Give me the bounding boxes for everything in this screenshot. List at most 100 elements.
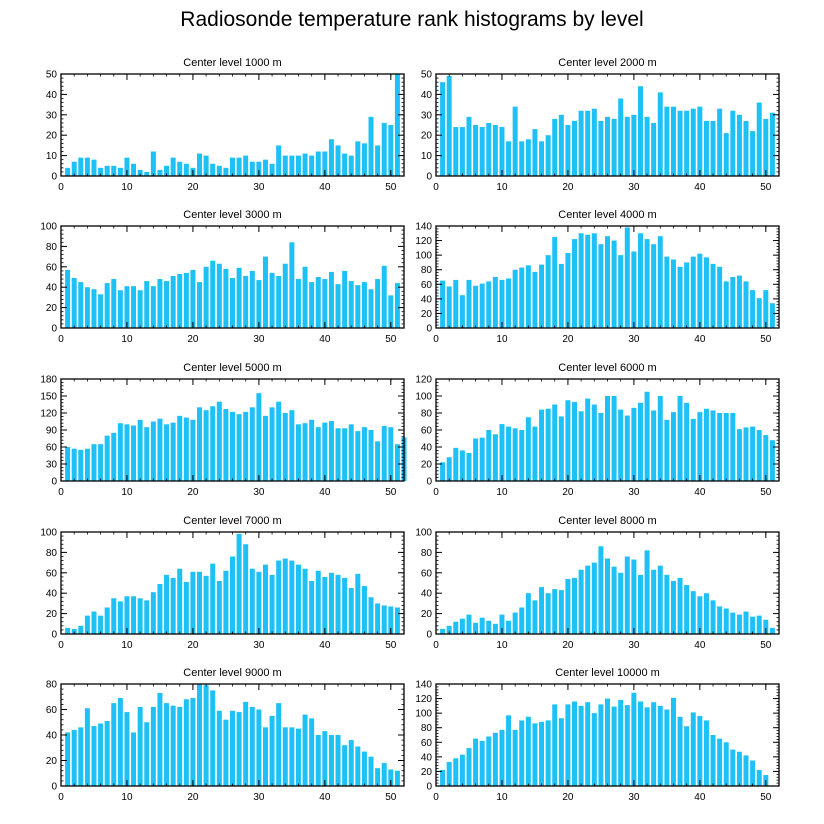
bar [723,281,729,328]
bar [611,566,617,634]
bar [361,143,367,176]
bar [664,709,670,786]
bar [486,620,492,634]
y-tick-label: 40 [421,752,433,763]
y-tick-label: 120 [415,694,432,705]
bar [605,116,610,176]
bar [355,431,361,481]
bar [572,701,578,786]
x-tick-label: 10 [496,182,508,193]
bar [446,457,452,481]
x-tick-label: 50 [385,487,397,498]
bar [631,559,637,634]
bar [91,289,97,328]
bar [605,236,610,328]
bar [91,444,97,481]
bar [236,712,242,786]
bar [282,155,288,176]
bar [183,272,189,328]
bar [499,614,505,634]
y-tick-label: 60 [421,280,433,291]
bar [216,580,222,634]
bar [137,598,143,634]
bar [256,280,262,328]
y-tick-label: 20 [421,767,433,778]
x-tick-label: 30 [628,487,640,498]
x-tick-label: 20 [562,640,574,651]
y-tick-label: 20 [46,131,58,142]
bar [736,429,742,481]
bar [644,550,650,634]
x-tick-label: 10 [496,792,508,803]
bar [342,153,348,176]
bar [717,738,723,786]
bar [104,283,110,328]
y-tick-label: 60 [421,426,433,437]
bar [309,282,315,328]
bar [355,141,361,176]
x-tick-label: 10 [496,334,508,345]
y-tick-label: 0 [51,630,57,641]
x-tick-label: 30 [253,792,265,803]
bar [532,600,538,634]
bar [440,82,446,176]
bar [144,171,150,176]
bar [104,607,110,634]
bar [519,141,525,176]
x-tick-label: 30 [628,792,640,803]
bar [717,606,723,634]
panel-7: Center level 7000 m 0 10 20 30 40 50 0 20 40 60 80 1… [40,515,405,651]
bar [335,284,341,328]
bar [565,252,571,328]
y-tick-label: 40 [46,90,58,101]
x-tick-label: 30 [253,487,265,498]
bar [164,424,170,481]
bar [276,145,282,176]
bar [65,167,71,176]
y-tick-label: 80 [46,680,58,691]
bar [532,271,538,328]
bar [446,76,452,176]
bar [137,290,143,328]
bar [150,286,156,328]
bar [440,769,446,786]
y-tick-label: 0 [51,172,57,183]
bar [394,607,400,634]
panel-title: Center level 3000 m [183,209,281,221]
bar [690,591,696,634]
bar [763,118,769,176]
x-tick-label: 0 [433,792,439,803]
bar [473,738,479,786]
bar [71,161,77,176]
bar [618,409,624,481]
x-tick-label: 30 [628,334,640,345]
bar [552,404,558,481]
bar [203,685,209,786]
bar [269,407,275,481]
bar [459,754,465,786]
bar [368,756,374,786]
bar [302,153,308,176]
x-tick-label: 40 [319,640,331,651]
bar [262,727,268,786]
x-tick-label: 20 [187,792,199,803]
bar [164,281,170,328]
bar [611,240,617,328]
figure-title: Radiosonde temperature rank histograms b… [180,8,644,31]
bar [375,441,381,481]
y-tick-label: 20 [46,303,58,314]
y-tick-label: 50 [46,70,58,81]
x-tick-label: 30 [253,334,265,345]
x-tick-label: 10 [121,487,133,498]
panel-3: Center level 3000 m 0 10 20 30 40 50 0 20 40 60 80 1… [40,209,405,345]
bar [104,435,110,481]
bar [236,414,242,481]
bar [565,578,571,634]
bar [552,118,558,176]
bar [723,133,729,176]
panel-title: Center level 1000 m [183,57,281,69]
bar [763,435,769,481]
bar [137,169,143,176]
bar [479,617,485,634]
y-tick-label: 60 [421,568,433,579]
